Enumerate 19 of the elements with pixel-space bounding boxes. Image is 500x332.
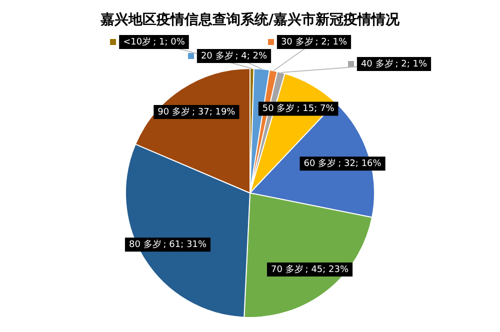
- data-label: ; 1; 0%: [153, 37, 186, 48]
- data-label: ; 37; 19%: [192, 107, 236, 118]
- legend-label: 40 多岁: [360, 58, 394, 70]
- data-label: ; 2; 1%: [315, 37, 348, 48]
- slice-label: 70 多岁: [270, 264, 304, 275]
- data-label: ; 45; 23%: [305, 264, 349, 275]
- data-label: ; 61; 31%: [163, 240, 207, 250]
- data-label: ; 4; 2%: [235, 51, 268, 62]
- data-label: ; 15; 7%: [296, 104, 335, 114]
- legend-label: <10岁: [123, 36, 152, 48]
- data-label: ; 32; 16%: [338, 158, 382, 169]
- slice-label: 90 多岁: [158, 106, 190, 118]
- slice-label: 80 多岁: [128, 238, 162, 250]
- legend-label: 20 多岁: [200, 50, 234, 62]
- legend-label: 30 多岁: [280, 36, 314, 48]
- data-label: ; 2; 1%: [395, 59, 428, 70]
- slice-label: 60 多岁: [304, 158, 336, 169]
- slice-label: 50 多岁: [262, 103, 295, 114]
- chart-title: 嘉兴地区疫情信息查询系统/嘉兴市新冠疫情情况: [99, 10, 401, 30]
